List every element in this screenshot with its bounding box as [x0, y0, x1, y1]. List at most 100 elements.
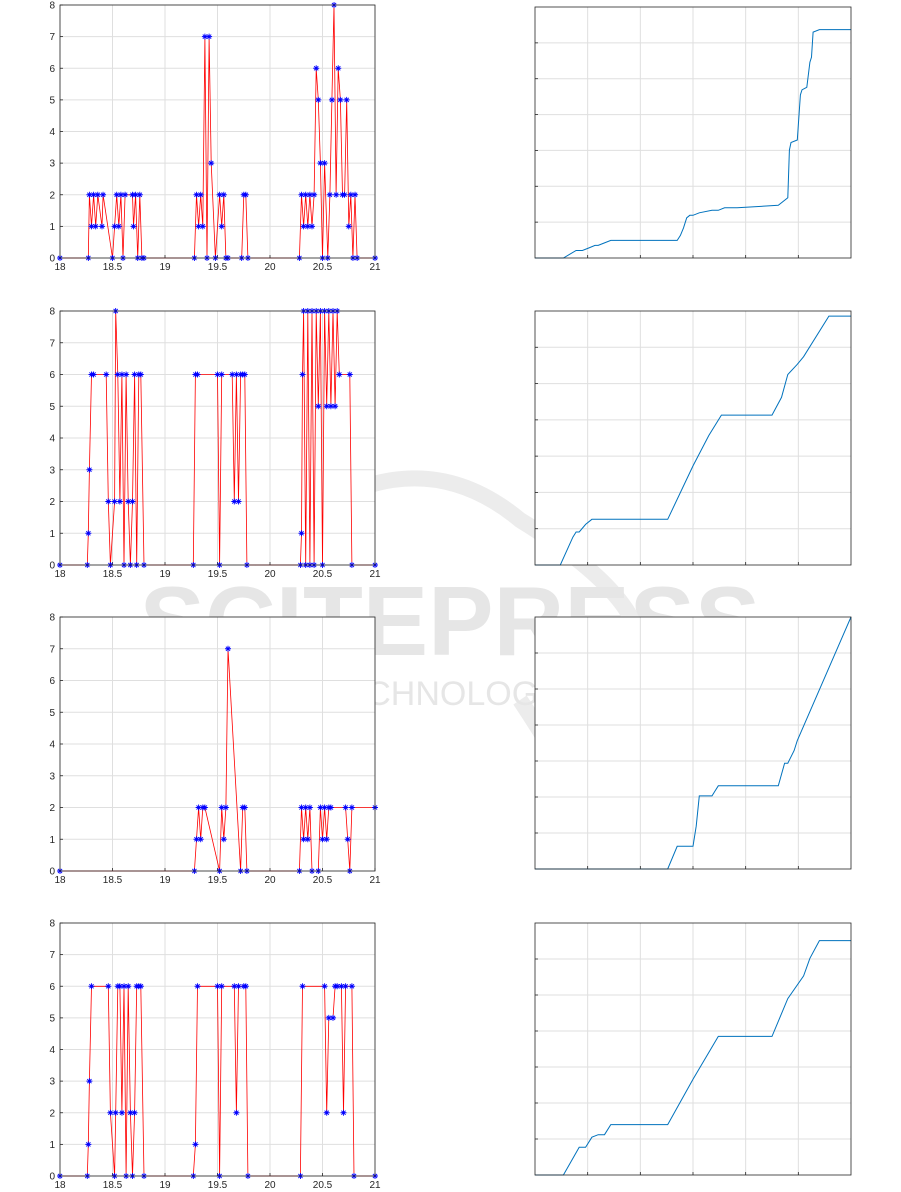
y-tick-label: 1 [49, 529, 55, 540]
data-point-marker [325, 1014, 332, 1021]
y-tick-label: 6 [49, 982, 55, 993]
data-point-marker [115, 223, 122, 230]
data-point-marker [342, 983, 349, 990]
data-point-marker [130, 223, 137, 230]
data-point-marker [346, 371, 353, 378]
data-point-marker [327, 804, 334, 811]
x-tick-label: 18.5 [103, 875, 123, 886]
axes-frame [534, 616, 852, 870]
data-point-marker [242, 983, 249, 990]
data-point-marker [306, 804, 313, 811]
data-point-marker [321, 983, 328, 990]
data-point-marker [125, 983, 132, 990]
data-point-marker [193, 836, 200, 843]
cumulative-series-line [535, 315, 851, 566]
x-tick-label: 20.5 [313, 875, 333, 886]
axes-frame [59, 4, 376, 259]
data-point-marker [194, 371, 201, 378]
data-point-marker [302, 191, 309, 198]
data-point-marker [311, 191, 318, 198]
data-point-marker [342, 804, 349, 811]
data-point-marker [336, 371, 343, 378]
data-point-marker [326, 191, 333, 198]
data-point-marker [235, 983, 242, 990]
state-series-line [60, 310, 375, 566]
data-point-marker [335, 65, 342, 72]
data-point-marker [333, 191, 340, 198]
data-point-marker [343, 96, 350, 103]
data-point-marker [197, 836, 204, 843]
data-point-marker [112, 1109, 119, 1116]
data-point-marker [122, 191, 129, 198]
data-point-marker [309, 223, 315, 230]
cumulative-series-line [535, 616, 852, 870]
data-point-marker [317, 160, 324, 167]
data-point-marker [233, 1109, 240, 1116]
y-tick-label: 5 [49, 95, 55, 106]
data-point-marker [127, 1109, 134, 1116]
data-point-marker [332, 403, 339, 410]
x-tick-label: 18 [54, 875, 66, 886]
data-point-marker [321, 804, 328, 811]
data-point-marker [86, 1078, 93, 1085]
data-point-marker [302, 804, 309, 811]
data-point-marker [222, 804, 229, 811]
y-tick-label: 4 [49, 1045, 55, 1056]
data-point-marker [348, 804, 355, 811]
y-tick-label: 6 [49, 676, 55, 687]
data-point-marker [195, 804, 202, 811]
data-point-marker [116, 983, 123, 990]
data-point-marker [214, 371, 221, 378]
data-point-marker [85, 1141, 92, 1148]
data-point-marker [352, 191, 359, 198]
y-tick-label: 8 [49, 613, 55, 624]
chart-panel-3: 18 18.5 19 19.5 20 20.5 21 0 1 2 3 4 5 6 7 8 [49, 307, 381, 581]
data-point-marker [241, 804, 248, 811]
axes-frame [534, 310, 852, 566]
y-tick-label: 6 [49, 64, 55, 75]
y-tick-label: 3 [49, 159, 55, 170]
x-tick-label: 19.5 [208, 875, 228, 886]
data-point-marker [137, 983, 144, 990]
chart-panel-1: 18 18.5 19 19.5 20 20.5 21 0 1 2 3 4 5 6 7 8 [49, 1, 381, 274]
data-point-marker [129, 191, 136, 198]
data-point-marker [315, 96, 322, 103]
data-point-marker [341, 191, 348, 198]
y-tick-label: 1 [49, 835, 55, 846]
y-tick-label: 8 [49, 307, 55, 318]
data-point-marker [199, 223, 206, 230]
data-point-marker [225, 645, 231, 652]
y-tick-label: 5 [49, 708, 55, 719]
data-point-marker [300, 223, 307, 230]
data-point-marker [129, 498, 136, 505]
x-tick-label: 18 [54, 1180, 66, 1191]
y-tick-label: 1 [49, 222, 55, 233]
data-point-marker [117, 191, 124, 198]
chart-panel-4 [534, 310, 852, 566]
data-point-marker [194, 983, 201, 990]
y-tick-label: 0 [49, 254, 55, 265]
data-point-marker [327, 403, 334, 410]
y-tick-label: 1 [49, 1140, 55, 1151]
data-point-marker [233, 371, 240, 378]
data-point-marker [131, 1109, 138, 1116]
data-point-marker [88, 223, 95, 230]
y-tick-label: 3 [49, 771, 55, 782]
data-point-marker [137, 371, 144, 378]
data-point-marker [298, 530, 305, 537]
data-point-marker [299, 983, 306, 990]
y-tick-label: 0 [49, 1172, 55, 1183]
cumulative-series-line [535, 940, 851, 1176]
data-point-marker [111, 223, 118, 230]
data-point-marker [132, 191, 139, 198]
y-tick-label: 7 [49, 644, 55, 655]
x-tick-label: 19 [159, 875, 171, 886]
data-point-marker [323, 403, 330, 410]
y-tick-label: 0 [49, 867, 55, 878]
data-point-marker [201, 33, 208, 40]
data-point-marker [118, 371, 125, 378]
x-tick-label: 21 [369, 875, 381, 886]
data-point-marker [241, 371, 248, 378]
axes-frame [534, 6, 852, 259]
